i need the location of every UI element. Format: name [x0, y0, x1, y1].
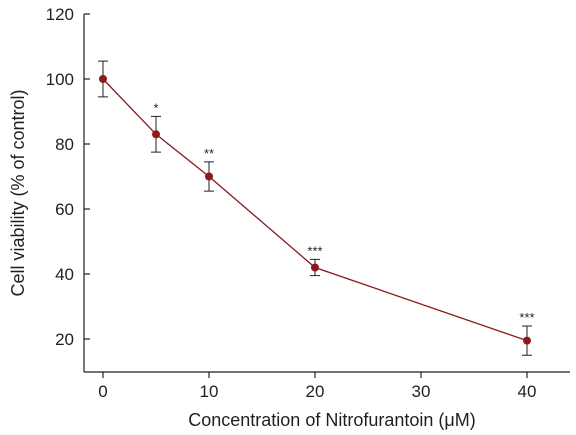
data-point: [99, 75, 107, 83]
y-tick-label-120: 120: [46, 5, 74, 24]
y-tick-label-80: 80: [55, 135, 74, 154]
y-tick-label-60: 60: [55, 200, 74, 219]
data-point: [152, 130, 160, 139]
series-line: [102, 78, 528, 342]
x-tick-label-20: 20: [306, 382, 325, 401]
significance-label: ***: [519, 310, 534, 325]
x-tick-label-40: 40: [518, 382, 537, 401]
x-tick-label-0: 0: [98, 382, 107, 401]
x-tick-label-30: 30: [412, 382, 431, 401]
y-tick-label-40: 40: [55, 265, 74, 284]
significance-label: *: [153, 100, 158, 115]
series-layer: *********: [98, 60, 535, 356]
significance-label: **: [204, 146, 214, 161]
y-ticks: 20 40 60 80 100 120: [46, 5, 90, 349]
y-tick-label-20: 20: [55, 330, 74, 349]
y-tick-label-100: 100: [46, 70, 74, 89]
x-ticks: 0 10 20 30 40: [98, 372, 536, 401]
data-point: [523, 336, 531, 345]
data-point: [205, 172, 213, 181]
axes: [83, 14, 570, 373]
x-tick-label-10: 10: [200, 382, 219, 401]
significance-label: ***: [307, 243, 322, 258]
data-point: [311, 263, 319, 272]
x-axis-label: Concentration of Nitrofurantoin (μM): [188, 410, 476, 430]
y-axis-label: Cell viability (% of control): [8, 89, 28, 296]
